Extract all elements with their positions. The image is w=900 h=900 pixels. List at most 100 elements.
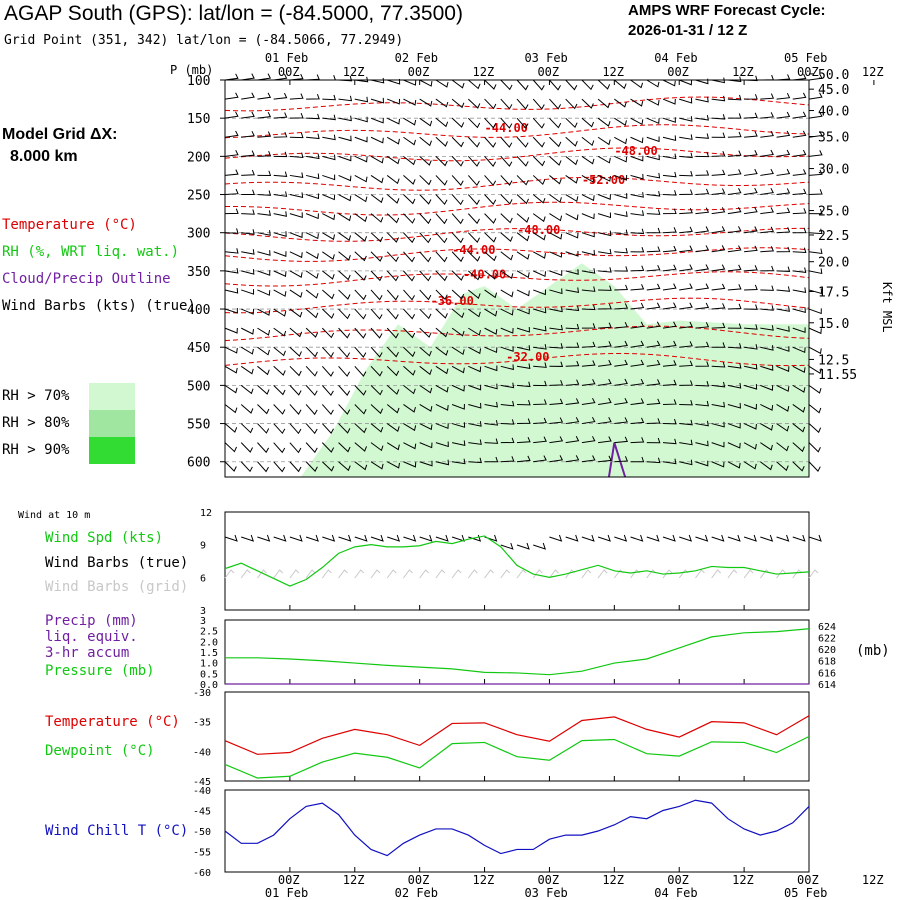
wind-barb <box>581 397 596 405</box>
wind-barb <box>305 327 319 338</box>
wind-barb <box>792 130 807 138</box>
wind-barb <box>549 98 562 110</box>
wind-barb <box>354 404 367 415</box>
wind-barb <box>403 117 417 126</box>
temperature-contour-label: -40.00 <box>463 268 506 282</box>
rh-80-label: RH > 80% <box>2 415 70 431</box>
wind-barb <box>808 365 822 374</box>
wind-barb <box>500 213 513 224</box>
wind-barb <box>451 156 464 167</box>
wind-barb <box>533 270 547 278</box>
wind-barb <box>435 117 449 128</box>
wind-barb <box>549 380 564 386</box>
wind-barb <box>743 384 758 390</box>
wind-barb <box>597 174 611 182</box>
wind-barb-true <box>257 534 271 542</box>
wind-barb <box>338 461 351 472</box>
wind-barb <box>646 283 661 291</box>
wind-barb <box>435 155 448 167</box>
wind-barb-true <box>305 534 319 542</box>
wind-barb <box>273 461 286 473</box>
wind-barb <box>273 365 286 376</box>
wind-barb <box>727 264 742 272</box>
wind-barb <box>257 308 271 316</box>
wind-barb <box>565 175 579 184</box>
wind-barb <box>808 169 823 176</box>
wind-barb <box>662 438 677 445</box>
wind-barb <box>776 346 790 352</box>
wind-barb <box>451 98 465 109</box>
wind-speed-tick-label: 12 <box>200 508 212 519</box>
dewpoint-line <box>224 735 810 779</box>
wind-barb <box>224 228 239 234</box>
wind-barb-grid <box>467 569 478 579</box>
wind-barb <box>435 175 448 186</box>
wind-barb <box>224 384 238 394</box>
wind-barb <box>614 229 628 236</box>
wind-barb <box>257 385 270 395</box>
wind-barb <box>354 251 367 262</box>
wind-barb <box>403 98 417 106</box>
wind-barb <box>289 112 304 119</box>
wind-10m-header: Wind at 10 m <box>18 510 91 521</box>
wind-barb <box>500 175 513 186</box>
pressure-tick-label: 150 <box>187 112 210 127</box>
wind-barb-grid <box>403 569 413 579</box>
wind-barb <box>727 362 742 369</box>
wind-barb <box>338 115 352 122</box>
wind-barb <box>306 113 320 120</box>
wind-barb <box>403 384 416 395</box>
wind-barb <box>468 421 482 427</box>
wind-barb-grid <box>386 569 397 579</box>
wind-barb <box>240 384 254 395</box>
wind-barb <box>257 150 272 157</box>
wind-barb <box>679 152 693 159</box>
wind-barb <box>549 436 564 444</box>
wind-barb <box>305 232 319 240</box>
wind-barb <box>808 461 821 472</box>
wind-barb <box>711 362 726 368</box>
wind-barb <box>467 98 481 109</box>
wind-barb <box>419 442 433 449</box>
wind-barb <box>549 79 561 91</box>
wind-barb <box>598 341 612 348</box>
wind-barb <box>257 250 271 256</box>
wind-barb-true <box>808 534 822 542</box>
wind-barb <box>386 175 400 185</box>
wind-barb <box>549 213 563 222</box>
wind-barb <box>532 98 545 110</box>
wind-barb <box>695 245 710 253</box>
wind-barb <box>516 270 530 279</box>
wind-barb <box>679 97 693 104</box>
wind-barb <box>321 442 335 453</box>
wind-barb <box>403 346 416 358</box>
wind-barb <box>614 117 627 127</box>
wind-barb <box>760 325 774 331</box>
wind-barb <box>305 442 318 454</box>
wind-barb <box>808 208 823 215</box>
wind-barb <box>760 404 774 411</box>
wind-barb <box>354 194 368 203</box>
wind-barb <box>403 79 417 86</box>
wind-barb <box>549 251 563 258</box>
wind-barb <box>224 327 238 334</box>
wind-barb <box>419 251 432 263</box>
legend-dewpoint: Dewpoint (°C) <box>45 743 155 759</box>
wind-barb <box>549 361 564 367</box>
wind-barb <box>711 283 726 291</box>
wind-barb <box>403 327 416 339</box>
wind-barb-true <box>354 534 368 542</box>
wind-barb <box>322 154 336 161</box>
wind-barb <box>565 194 579 203</box>
bottom-date-label: 01 Feb <box>265 886 308 900</box>
wind-barb <box>711 77 725 84</box>
wind-barb <box>241 92 255 100</box>
wind-barb <box>419 270 432 282</box>
wind-barb <box>354 385 367 396</box>
wind-barb-grid <box>532 569 543 579</box>
bottom-date-label: 03 Feb <box>524 886 567 900</box>
wind-barb <box>776 442 789 452</box>
wind-barb <box>662 245 677 253</box>
legend-cloud: Cloud/Precip Outline <box>2 271 171 287</box>
wind-barb <box>468 346 482 355</box>
